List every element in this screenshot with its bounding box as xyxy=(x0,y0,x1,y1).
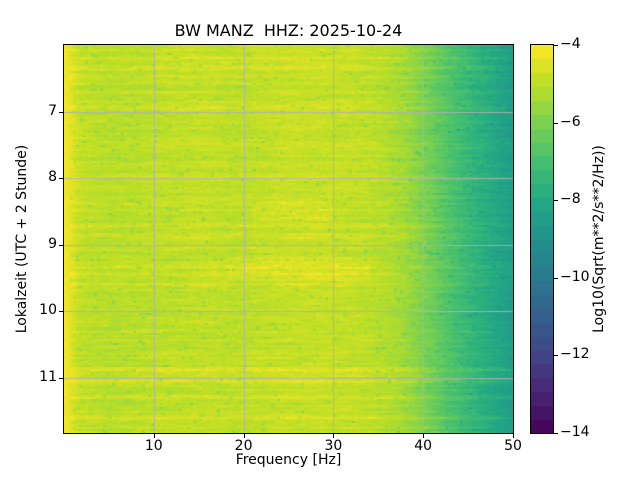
colorbar-tick-mark xyxy=(554,278,558,279)
x-tick-mark xyxy=(513,434,514,438)
y-tick-mark xyxy=(59,112,63,113)
spectrogram-image xyxy=(64,45,513,433)
y-tick-label: 8 xyxy=(48,169,57,186)
colorbar-tick-label: −8 xyxy=(560,191,581,208)
x-tick-mark xyxy=(423,434,424,438)
x-tick-label: 50 xyxy=(504,438,522,454)
colorbar-tick-mark xyxy=(554,433,558,434)
colorbar-tick-label: −14 xyxy=(560,424,590,440)
y-tick-mark xyxy=(59,245,63,246)
colorbar-label: Log10(Sqrt(m**2/s**2/Hz)) xyxy=(591,145,607,333)
chart-title: BW MANZ HHZ: 2025-10-24 xyxy=(174,21,403,40)
plot-area xyxy=(63,44,514,434)
y-tick-label: 10 xyxy=(39,302,57,319)
colorbar-tick-label: −12 xyxy=(560,346,590,363)
colorbar-tick-mark xyxy=(554,45,558,46)
colorbar xyxy=(530,44,554,434)
colorbar-tick-label: −4 xyxy=(560,36,581,52)
colorbar-gradient xyxy=(531,45,553,433)
x-tick-label: 10 xyxy=(144,438,163,454)
x-tick-label: 30 xyxy=(324,438,343,454)
y-tick-mark xyxy=(59,378,63,379)
x-tick-label: 20 xyxy=(234,438,253,454)
colorbar-tick-mark xyxy=(554,200,558,201)
y-tick-label: 11 xyxy=(39,368,57,385)
y-tick-mark xyxy=(59,311,63,312)
y-tick-label: 9 xyxy=(48,235,57,252)
colorbar-tick-mark xyxy=(554,123,558,124)
colorbar-tick-label: −6 xyxy=(560,113,581,130)
x-tick-mark xyxy=(333,434,334,438)
y-tick-mark xyxy=(59,178,63,179)
colorbar-tick-label: −10 xyxy=(560,268,590,285)
x-axis-label: Frequency [Hz] xyxy=(235,452,342,468)
x-tick-label: 40 xyxy=(414,438,433,454)
colorbar-tick-mark xyxy=(554,355,558,356)
x-tick-mark xyxy=(154,434,155,438)
x-tick-mark xyxy=(244,434,245,438)
y-tick-label: 7 xyxy=(48,102,57,119)
